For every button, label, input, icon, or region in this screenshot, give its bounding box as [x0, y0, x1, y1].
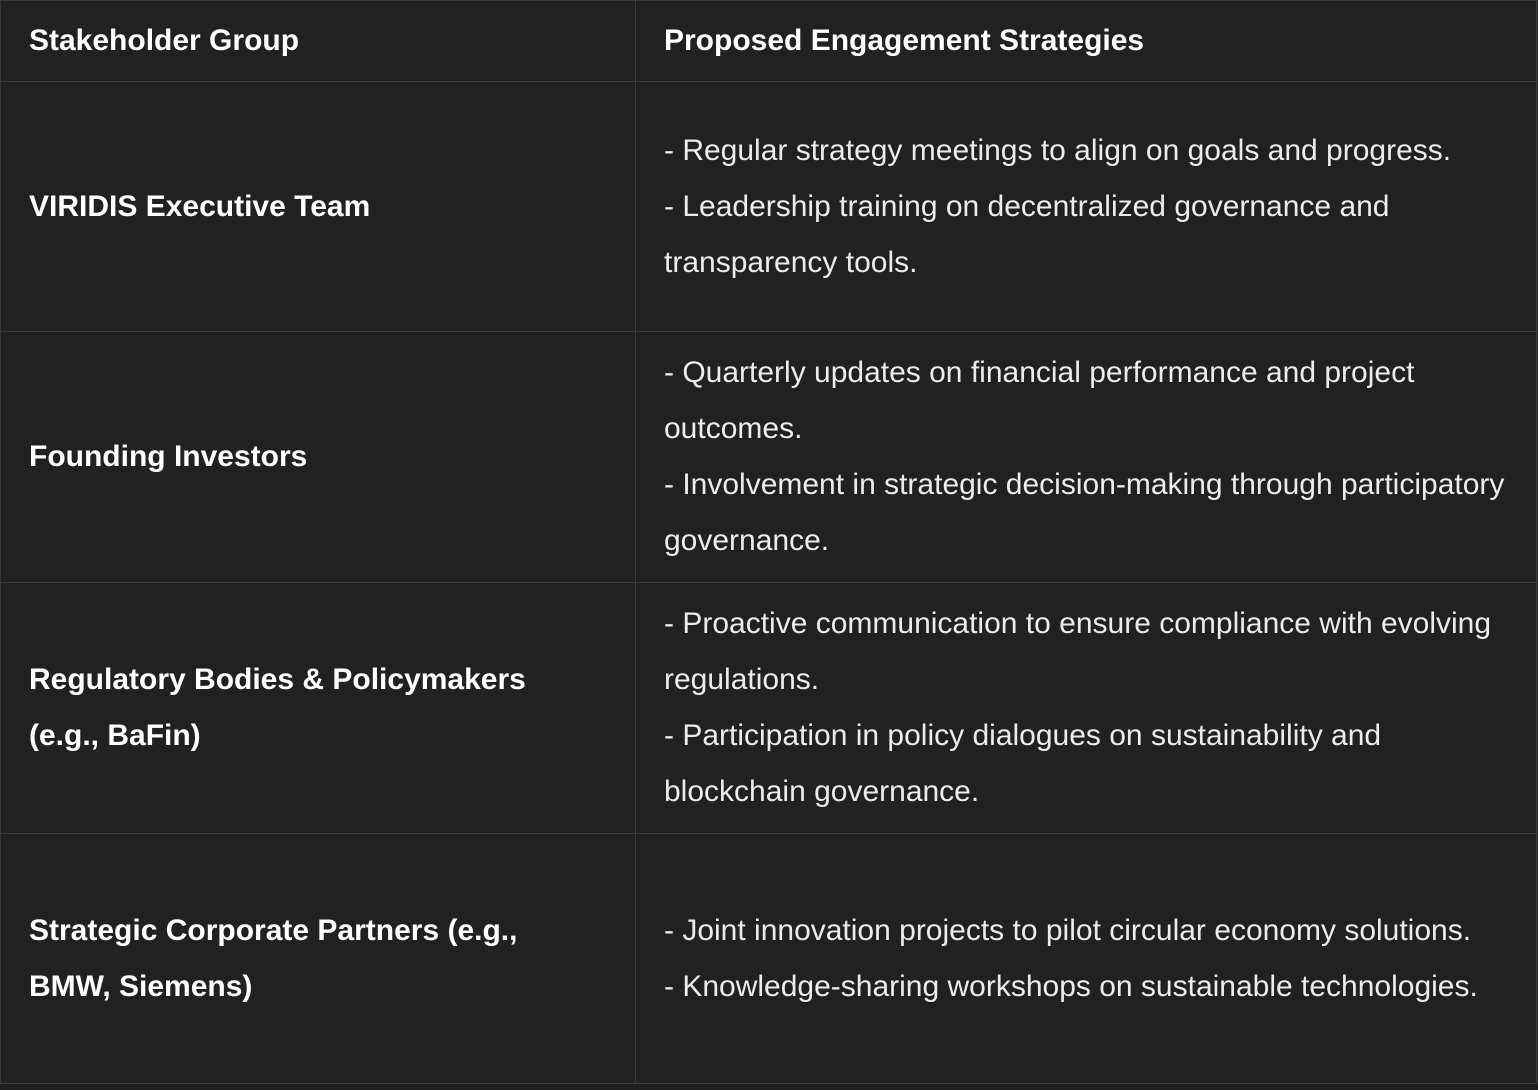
strategy-item: - Participation in policy dialogues on s… [664, 719, 1382, 808]
column-header-stakeholder-group: Stakeholder Group [0, 0, 636, 82]
strategies-cell: - Joint innovation projects to pilot cir… [635, 833, 1537, 1084]
strategy-item: - Joint innovation projects to pilot cir… [664, 913, 1472, 947]
column-header-engagement-strategies: Proposed Engagement Strategies [635, 0, 1537, 82]
strategies-cell: - Proactive communication to ensure comp… [635, 582, 1537, 834]
table-row: Regulatory Bodies & Policymakers (e.g., … [0, 582, 1537, 834]
table-row: VIRIDIS Executive Team - Regular strateg… [0, 81, 1537, 332]
strategy-item: - Quarterly updates on financial perform… [664, 356, 1415, 445]
strategy-item: - Regular strategy meetings to align on … [664, 133, 1452, 167]
strategy-item: - Knowledge-sharing workshops on sustain… [664, 969, 1478, 1003]
table-header-row: Stakeholder Group Proposed Engagement St… [0, 0, 1537, 82]
stakeholder-group-cell: VIRIDIS Executive Team [0, 81, 636, 332]
strategy-item: - Proactive communication to ensure comp… [664, 607, 1492, 696]
strategies-cell: - Quarterly updates on financial perform… [635, 331, 1537, 583]
table-row: Founding Investors - Quarterly updates o… [0, 331, 1537, 583]
stakeholder-group-cell: Strategic Corporate Partners (e.g., BMW,… [0, 833, 636, 1084]
strategies-cell: - Regular strategy meetings to align on … [635, 81, 1537, 332]
strategy-item: - Involvement in strategic decision-maki… [664, 468, 1505, 557]
stakeholder-group-cell: Founding Investors [0, 331, 636, 583]
stakeholder-group-cell: Regulatory Bodies & Policymakers (e.g., … [0, 582, 636, 834]
strategy-item: - Leadership training on decentralized g… [664, 189, 1390, 279]
table-row: Strategic Corporate Partners (e.g., BMW,… [0, 833, 1537, 1084]
